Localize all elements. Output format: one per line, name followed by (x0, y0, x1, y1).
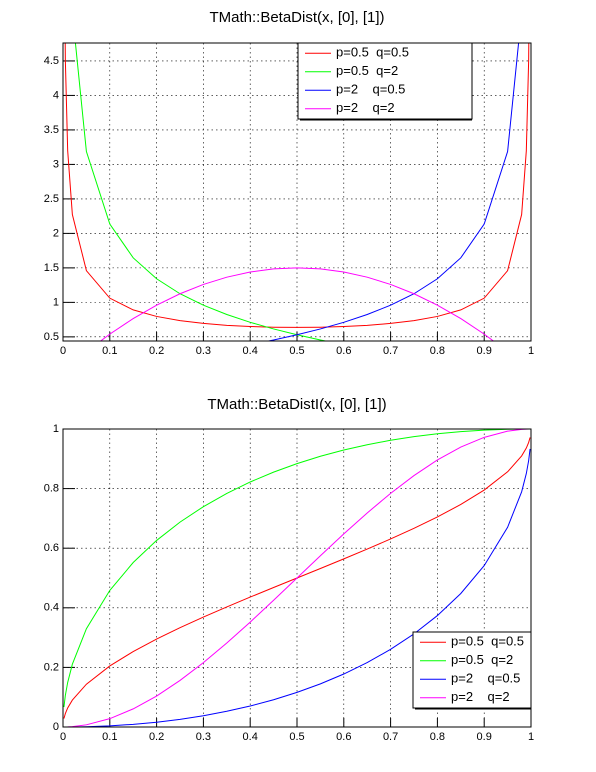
frame-border (62, 42, 532, 342)
y-tick-label: 3.5 (44, 124, 59, 136)
y-tick-label: 0.2 (44, 661, 59, 673)
frame-border (62, 428, 532, 728)
x-tick-label: 0.2 (149, 731, 164, 743)
y-tick-label: 4 (53, 89, 59, 101)
x-tick-label: 0.9 (477, 345, 492, 357)
legend-label: p=0.5 q=0.5 (336, 45, 409, 60)
y-tick-label: 2.5 (44, 193, 59, 205)
legend-box (412, 631, 532, 709)
x-tick-label: 0.3 (196, 345, 211, 357)
legend-label: p=2 q=2 (451, 689, 510, 704)
chart-title: TMath::BetaDistI(x, [0], [1]) (207, 396, 386, 413)
series-line (63, 448, 531, 727)
y-tick-label: 1.5 (44, 262, 59, 274)
y-tick-label: 0 (53, 721, 59, 733)
x-tick-label: 0.6 (336, 345, 351, 357)
y-tick-label: 0.4 (44, 602, 59, 614)
y-tick-label: 1 (53, 296, 59, 308)
x-tick-label: 0.5 (289, 345, 304, 357)
y-tick-label: 3 (53, 158, 59, 170)
chart: TMath::BetaDistI(x, [0], [1])0 0.1 0.2 0.3 0… (44, 396, 534, 743)
x-tick-label: 0 (60, 345, 66, 357)
x-tick-label: 0.3 (196, 731, 211, 743)
y-tick-label: 2 (53, 227, 59, 239)
legend-box (297, 42, 473, 120)
x-tick-label: 0.4 (243, 731, 258, 743)
x-tick-label: 0.6 (336, 731, 351, 743)
series-line (64, 43, 530, 328)
x-tick-label: 0.9 (477, 731, 492, 743)
legend-label: p=2 q=0.5 (451, 671, 520, 686)
legend-label: p=2 q=0.5 (336, 82, 405, 97)
series-line (63, 429, 531, 708)
x-tick-label: 0.5 (289, 731, 304, 743)
legend-label: p=2 q=2 (336, 100, 395, 115)
x-tick-label: 0.8 (430, 731, 445, 743)
series-line (99, 267, 495, 341)
series-line (63, 429, 531, 727)
x-tick-label: 0.1 (102, 345, 117, 357)
x-tick-label: 0.7 (383, 345, 398, 357)
legend-label: p=0.5 q=2 (451, 652, 513, 667)
legend: p=0.5 q=0.5 p=0.5 q=2 p=2 q=0.5 p=2 q=2 (412, 631, 532, 710)
y-tick-label: 4.5 (44, 55, 59, 67)
y-tick-label: 0.8 (44, 483, 59, 495)
y-tick-label: 1 (53, 423, 59, 435)
chart-title: TMath::BetaDist(x, [0], [1]) (209, 9, 384, 26)
x-tick-label: 0.4 (243, 345, 258, 357)
x-tick-label: 0.8 (430, 345, 445, 357)
x-tick-label: 0.1 (102, 731, 117, 743)
x-tick-label: 0.2 (149, 345, 164, 357)
legend-label: p=0.5 q=0.5 (451, 634, 524, 649)
x-tick-label: 1 (528, 731, 534, 743)
x-tick-label: 0 (60, 731, 66, 743)
chart: TMath::BetaDist(x, [0], [1])0 0.1 0.2 0.3 0.… (44, 9, 534, 357)
y-tick-label: 0.5 (44, 331, 59, 343)
series-line (265, 43, 520, 341)
legend: p=0.5 q=0.5 p=0.5 q=2 p=2 q=0.5 p=2 q=2 (297, 42, 473, 121)
x-tick-label: 1 (528, 345, 534, 357)
x-tick-label: 0.7 (383, 731, 398, 743)
legend-label: p=0.5 q=2 (336, 63, 398, 78)
y-tick-label: 0.6 (44, 542, 59, 554)
